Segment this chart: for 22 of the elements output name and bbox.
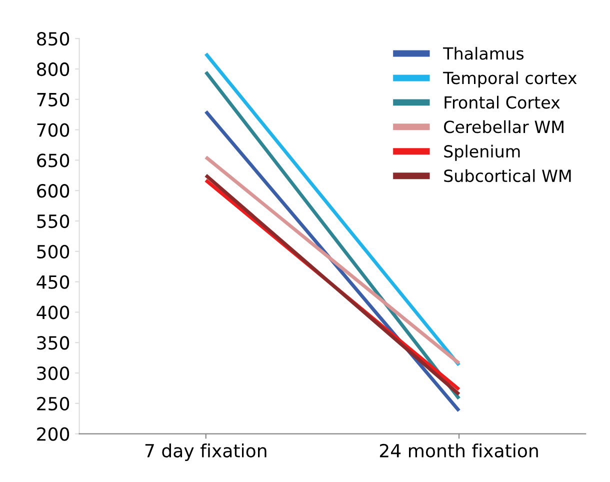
legend-label: Temporal cortex	[443, 71, 577, 88]
y-tick-label: 400	[36, 306, 70, 320]
y-tick-label: 750	[37, 92, 70, 106]
y-tick-label: 550	[37, 214, 70, 228]
y-tick-label: 700	[37, 123, 70, 137]
y-tick-label: 500	[37, 244, 70, 258]
x-tick-label: 7 day fixation	[145, 444, 266, 461]
legend-label: Thalamus	[443, 46, 524, 60]
legend-label: Frontal Cortex	[444, 96, 560, 109]
x-tick-label: 24 month fixation	[380, 444, 538, 458]
legend-label: Subcortical WM	[444, 169, 571, 182]
y-tick-label: 800	[37, 62, 70, 76]
y-tick-label: 200	[37, 427, 70, 441]
y-tick-label: 650	[37, 154, 70, 168]
y-tick-label: 850	[37, 32, 70, 46]
y-tick-label: 600	[37, 184, 70, 198]
legend-label: Cerebellar WM	[444, 120, 564, 134]
y-tick-label: 250	[37, 396, 70, 411]
legend-label: Splenium	[444, 144, 520, 161]
y-tick-label: 350	[37, 336, 70, 350]
y-tick-label: 300	[37, 366, 70, 380]
y-tick-label: 450	[36, 275, 70, 289]
